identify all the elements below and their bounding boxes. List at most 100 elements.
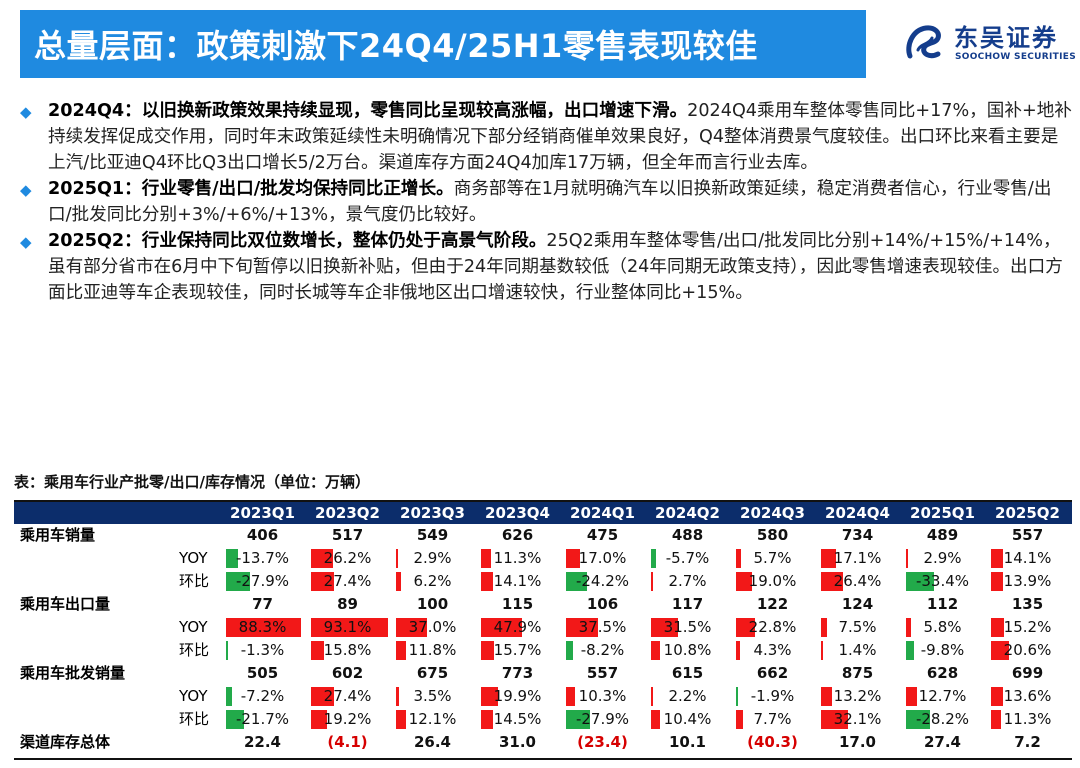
percent-value: 11.8%: [408, 641, 457, 659]
data-bar-cell: 88.3%: [220, 616, 305, 639]
positive-data-bar: [821, 687, 833, 706]
data-bar-cell: 32.1%: [815, 708, 900, 731]
data-bar-cell: 11.3%: [475, 547, 560, 570]
column-header: 2024Q4: [825, 504, 890, 522]
negative-data-bar: [736, 687, 738, 706]
table-cell: 626: [501, 526, 534, 544]
percent-value: -7.2%: [240, 687, 285, 705]
data-bar-cell: -21.7%: [220, 708, 305, 731]
positive-data-bar: [651, 618, 678, 637]
data-bar-cell: -28.2%: [900, 708, 985, 731]
percent-value: 6.2%: [413, 572, 452, 590]
positive-data-bar: [311, 618, 388, 637]
table-cell: 517: [331, 526, 364, 544]
percent-value: -21.7%: [235, 710, 290, 728]
table-row: YOY -7.2% 27.4% 3.5% 19.9% 10.3% 2.2% -1.9% 13.2…: [14, 685, 1072, 708]
data-bar-cell: 11.8%: [390, 639, 475, 662]
percent-value: 15.8%: [323, 641, 372, 659]
bullet-heading: 2025Q1：行业零售/出口/批发均保持同比正增长。: [48, 179, 454, 199]
negative-data-bar: [651, 549, 656, 568]
percent-value: 19.0%: [748, 572, 797, 590]
table-cell: 699: [1011, 664, 1044, 682]
negative-data-bar: [566, 710, 590, 729]
table-cell: 773: [501, 664, 534, 682]
table-header-row: 2023Q1 2023Q2 2023Q3 2023Q4 2024Q1 2024Q2 2024…: [14, 502, 1072, 524]
table-cell: 662: [756, 664, 789, 682]
positive-data-bar: [481, 710, 494, 729]
percent-value: -24.2%: [575, 572, 630, 590]
positive-data-bar: [311, 641, 325, 660]
positive-data-bar: [736, 549, 741, 568]
table-cell: 488: [671, 526, 704, 544]
negative-data-bar: [226, 572, 250, 591]
negative-data-bar: [566, 572, 587, 591]
positive-data-bar: [651, 572, 654, 591]
bullet-2024q4: ◆ 2024Q4：以旧换新政策效果持续显现，零售同比呈现较高涨幅，出口增速下滑。…: [20, 98, 1072, 176]
table-row: 乘用车销量 406 517 549 626 475 488 580 734 489 557: [14, 524, 1072, 547]
percent-value: -1.3%: [240, 641, 285, 659]
percent-value: 22.8%: [748, 618, 797, 636]
percent-value: -1.9%: [750, 687, 795, 705]
percent-value: 37.0%: [408, 618, 457, 636]
table-row: 环比 -21.7% 19.2% 12.1% 14.5% -27.9% 10.4% 7.7% 32…: [14, 708, 1072, 731]
percent-value: 5.8%: [923, 618, 962, 636]
table-row: 乘用车出口量 77 89 100 115 106 117 122 124 112 135: [14, 593, 1072, 616]
data-bar-cell: 6.2%: [390, 570, 475, 593]
data-bar-cell: 13.2%: [815, 685, 900, 708]
percent-value: -8.2%: [580, 641, 625, 659]
positive-data-bar: [991, 710, 1001, 729]
bullet-2025q2: ◆ 2025Q2：行业保持同比双位数增长，整体仍处于高景气阶段。25Q2乘用车整…: [20, 228, 1072, 306]
company-logo: 东吴证券 SOOCHOW SECURITIES: [904, 18, 1076, 68]
negative-data-bar: [226, 641, 228, 660]
table-cell: 615: [671, 664, 704, 682]
data-bar-cell: 26.2%: [305, 547, 390, 570]
data-bar-cell: 7.7%: [730, 708, 815, 731]
percent-value: 10.8%: [663, 641, 712, 659]
negative-data-bar: [226, 687, 233, 706]
positive-data-bar: [651, 641, 661, 660]
diamond-bullet-icon: ◆: [20, 103, 32, 121]
percent-value: 12.1%: [408, 710, 457, 728]
positive-data-bar: [736, 618, 756, 637]
positive-data-bar: [226, 618, 302, 637]
positive-data-bar: [481, 572, 493, 591]
percent-value: 2.2%: [668, 687, 707, 705]
bullet-list: ◆ 2024Q4：以旧换新政策效果持续显现，零售同比呈现较高涨幅，出口增速下滑。…: [20, 98, 1072, 306]
bullet-body: 商务部等在1月就明确汽车以旧换新政策延续，稳定消费者信心，行业零售/出口/批发同…: [48, 179, 1052, 225]
table-cell: 549: [416, 526, 449, 544]
data-bar-cell: 47.9%: [475, 616, 560, 639]
positive-data-bar: [396, 618, 428, 637]
table-row: 环比 -27.9% 27.4% 6.2% 14.1% -24.2% 2.7% 19.0% 26.…: [14, 570, 1072, 593]
positive-data-bar: [396, 687, 399, 706]
table-cell: 489: [926, 526, 959, 544]
data-bar-cell: 12.7%: [900, 685, 985, 708]
percent-value: 14.1%: [1003, 549, 1052, 567]
percent-value: 11.3%: [493, 549, 542, 567]
positive-data-bar: [396, 549, 399, 568]
data-bar-cell: 7.5%: [815, 616, 900, 639]
positive-data-bar: [906, 687, 917, 706]
negative-data-bar: [226, 710, 245, 729]
column-header: 2023Q3: [400, 504, 465, 522]
table-cell: 7.2: [1014, 733, 1041, 751]
percent-value: 2.9%: [923, 549, 962, 567]
negative-data-bar: [906, 710, 930, 729]
negative-data-bar: [906, 641, 915, 660]
data-bar-cell: 19.0%: [730, 570, 815, 593]
positive-data-bar: [991, 549, 1003, 568]
table-cell: 117: [671, 595, 704, 613]
percent-value: 31.5%: [663, 618, 712, 636]
sales-table: 2023Q1 2023Q2 2023Q3 2023Q4 2024Q1 2024Q2 2024…: [14, 500, 1072, 760]
positive-data-bar: [906, 549, 909, 568]
percent-value: 7.5%: [838, 618, 877, 636]
percent-value: 32.1%: [833, 710, 882, 728]
percent-value: 27.4%: [323, 687, 372, 705]
slide-title-text: 总量层面：政策刺激下24Q4/25H1零售表现较佳: [34, 27, 758, 65]
data-bar-cell: 11.3%: [985, 708, 1070, 731]
positive-data-bar: [311, 549, 334, 568]
percent-value: 93.1%: [323, 618, 372, 636]
diamond-bullet-icon: ◆: [20, 233, 32, 251]
column-header: 2023Q1: [230, 504, 295, 522]
data-bar-cell: -7.2%: [220, 685, 305, 708]
percent-value: 10.4%: [663, 710, 712, 728]
